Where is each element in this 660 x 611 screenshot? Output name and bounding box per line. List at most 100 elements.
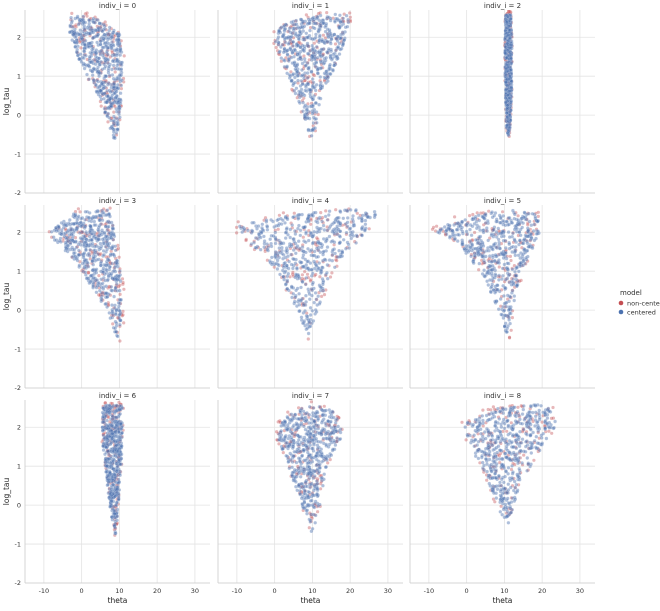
point-centered — [107, 263, 110, 266]
point-centered — [528, 220, 531, 223]
point-centered — [101, 415, 104, 418]
y-tick-label: 1 — [17, 72, 21, 80]
point-centered — [313, 27, 316, 30]
point-centered — [328, 258, 331, 261]
point-non-centered — [509, 259, 512, 262]
point-centered — [527, 245, 530, 248]
point-centered — [83, 218, 86, 221]
point-centered — [284, 231, 287, 234]
point-centered — [328, 235, 331, 238]
point-centered — [108, 466, 111, 469]
point-centered — [461, 230, 464, 233]
point-centered — [102, 253, 105, 256]
point-centered — [112, 77, 115, 80]
point-centered — [117, 458, 120, 461]
point-centered — [106, 53, 109, 56]
point-centered — [107, 65, 110, 68]
point-centered — [506, 42, 509, 45]
point-centered — [284, 249, 287, 252]
point-centered — [110, 272, 113, 275]
point-centered — [506, 104, 509, 107]
point-non-centered — [313, 74, 316, 77]
point-centered — [115, 54, 118, 57]
point-centered — [319, 14, 322, 17]
point-centered — [320, 286, 323, 289]
point-centered — [276, 267, 279, 270]
point-centered — [297, 217, 300, 220]
point-centered — [513, 239, 516, 242]
point-centered — [283, 262, 286, 265]
point-centered — [482, 231, 485, 234]
point-centered — [322, 237, 325, 240]
point-centered — [314, 36, 317, 39]
point-centered — [71, 38, 74, 41]
point-centered — [338, 42, 341, 45]
point-centered — [337, 45, 340, 48]
point-centered — [119, 298, 122, 301]
point-centered — [293, 300, 296, 303]
point-centered — [331, 253, 334, 256]
point-centered — [289, 46, 292, 49]
point-centered — [68, 233, 71, 236]
point-centered — [99, 60, 102, 63]
point-centered — [297, 74, 300, 77]
point-centered — [299, 234, 302, 237]
point-centered — [103, 77, 106, 80]
point-centered — [320, 48, 323, 51]
point-centered — [436, 230, 439, 233]
point-centered — [118, 323, 121, 326]
point-centered — [72, 222, 75, 225]
point-centered — [84, 210, 87, 213]
point-centered — [536, 220, 539, 223]
point-centered — [498, 247, 501, 250]
point-centered — [311, 44, 314, 47]
point-centered — [494, 273, 497, 276]
point-centered — [500, 277, 503, 280]
point-centered — [322, 224, 325, 227]
point-centered — [93, 252, 96, 255]
point-centered — [114, 532, 117, 535]
point-centered — [305, 276, 308, 279]
point-centered — [526, 227, 529, 230]
point-centered — [477, 214, 480, 217]
point-centered — [114, 99, 117, 102]
point-centered — [295, 266, 298, 269]
point-centered — [110, 40, 113, 43]
point-centered — [285, 65, 288, 68]
point-centered — [286, 255, 289, 258]
point-centered — [73, 28, 76, 31]
point-non-centered — [334, 208, 337, 211]
point-centered — [117, 60, 120, 63]
point-centered — [351, 214, 354, 217]
point-centered — [501, 267, 504, 270]
point-centered — [110, 424, 113, 427]
point-centered — [113, 304, 116, 307]
y-tick-label: -1 — [15, 540, 21, 548]
point-centered — [291, 51, 294, 54]
point-centered — [504, 314, 507, 317]
point-centered — [302, 77, 305, 80]
point-centered — [109, 253, 112, 256]
point-centered — [326, 263, 329, 266]
point-centered — [271, 220, 274, 223]
point-non-centered — [348, 11, 351, 14]
point-centered — [89, 274, 92, 277]
point-centered — [352, 222, 355, 225]
point-non-centered — [282, 211, 285, 214]
point-centered — [77, 243, 80, 246]
point-centered — [306, 76, 309, 79]
point-centered — [289, 253, 292, 256]
point-non-centered — [123, 54, 126, 57]
point-centered — [96, 86, 99, 89]
point-centered — [342, 39, 345, 42]
point-centered — [270, 256, 273, 259]
point-centered — [319, 81, 322, 84]
point-centered — [66, 244, 69, 247]
point-centered — [506, 294, 509, 297]
point-centered — [352, 234, 355, 237]
point-centered — [261, 223, 264, 226]
point-centered — [522, 259, 525, 262]
point-centered — [85, 73, 88, 76]
point-non-centered — [118, 339, 121, 342]
point-centered — [99, 89, 102, 92]
